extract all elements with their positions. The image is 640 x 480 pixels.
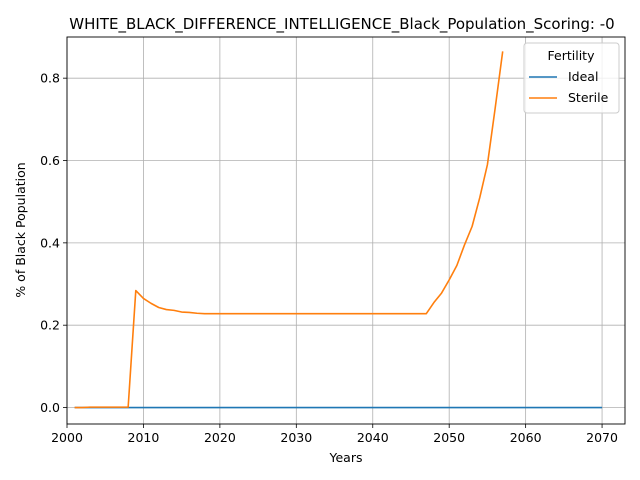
legend-label-sterile: Sterile — [568, 90, 609, 105]
series-group — [74, 51, 603, 409]
x-tick-label: 2010 — [128, 430, 160, 445]
legend-title: Fertility — [548, 48, 596, 63]
legend-label-ideal: Ideal — [568, 69, 598, 84]
chart-title: WHITE_BLACK_DIFFERENCE_INTELLIGENCE_Blac… — [69, 15, 614, 34]
x-tick-label: 2030 — [280, 430, 312, 445]
y-tick-label: 0.2 — [40, 318, 60, 333]
y-tick-label: 0.8 — [40, 71, 60, 86]
x-tick-label: 2070 — [586, 430, 618, 445]
x-axis-ticks: 2000 2010 2020 2030 2040 2050 2060 2070 — [51, 424, 618, 445]
plot-frame — [66, 36, 626, 425]
y-tick-label: 0.6 — [40, 153, 60, 168]
legend-box — [523, 42, 620, 114]
y-axis-ticks: 0.0 0.2 0.4 0.6 0.8 — [40, 71, 67, 415]
x-tick-label: 2020 — [204, 430, 236, 445]
y-axis-label: % of Black Population — [13, 162, 28, 297]
x-tick-label: 2060 — [510, 430, 542, 445]
x-tick-label: 2000 — [51, 430, 83, 445]
x-axis-label: Years — [329, 450, 363, 465]
x-tick-label: 2050 — [433, 430, 465, 445]
y-tick-label: 0.0 — [40, 400, 60, 415]
legend: Fertility Ideal Sterile — [523, 42, 620, 114]
x-tick-label: 2040 — [357, 430, 389, 445]
series-line-sterile — [74, 51, 504, 409]
y-tick-label: 0.4 — [40, 235, 60, 250]
